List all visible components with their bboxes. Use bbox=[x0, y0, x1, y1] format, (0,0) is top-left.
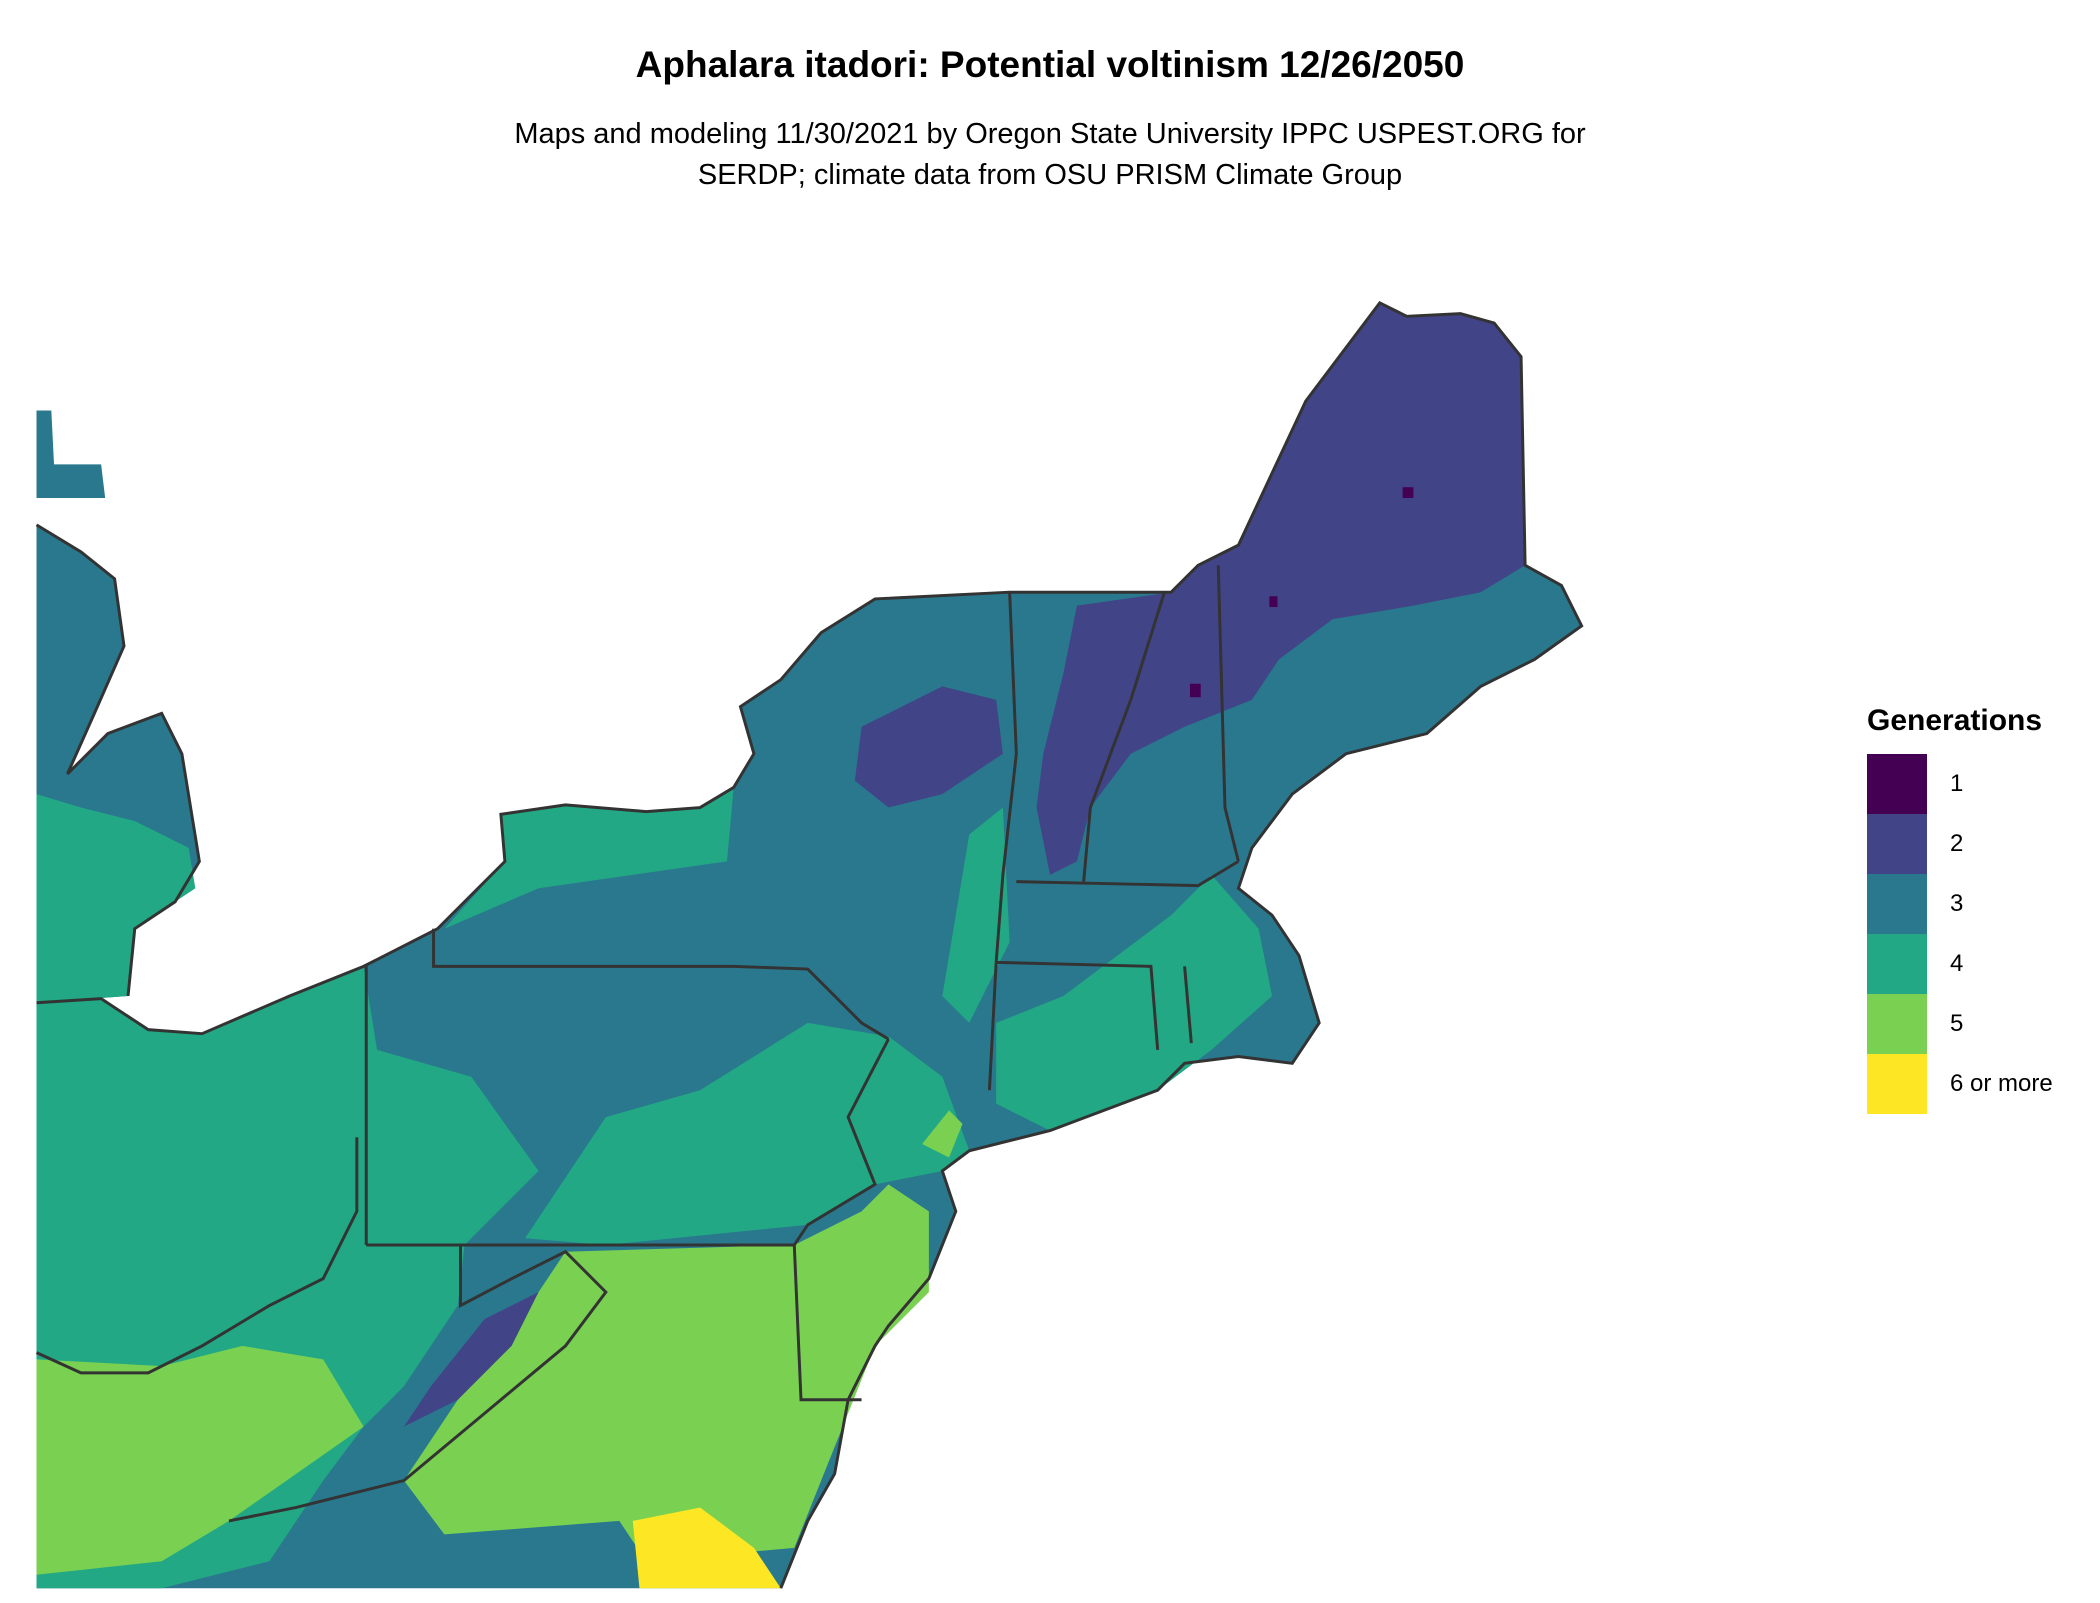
region-wv-ridge-purple bbox=[403, 1292, 539, 1427]
legend-swatch bbox=[1867, 754, 1927, 814]
legend-item: 2 bbox=[1867, 814, 2053, 874]
border-nh-me bbox=[1216, 565, 1240, 862]
border-nj-pa bbox=[793, 1038, 890, 1246]
legend-label: 1 bbox=[1950, 770, 1964, 797]
region-southern-new-england-green bbox=[996, 874, 1273, 1131]
legend-item: 1 bbox=[1867, 754, 2053, 814]
legend: Generations 1 2 3 4 5 6 or more bbox=[1867, 704, 2053, 1114]
border-ma-north bbox=[1016, 860, 1240, 888]
region-michigan-south-green bbox=[36, 794, 196, 1003]
legend-item: 5 bbox=[1867, 994, 2053, 1054]
border-ny-pa bbox=[432, 928, 890, 1041]
legend-label: 6 or more bbox=[1950, 1070, 2053, 1097]
coastline bbox=[36, 300, 1584, 1589]
border-vt-ny bbox=[994, 592, 1018, 963]
region-maine-nh-purple bbox=[1036, 302, 1526, 875]
legend-swatch bbox=[1867, 1054, 1927, 1114]
region-michigan-upper bbox=[36, 410, 106, 498]
legend-item: 4 bbox=[1867, 934, 2053, 994]
legend-swatch bbox=[1867, 814, 1927, 874]
border-ohio-river bbox=[35, 1137, 359, 1375]
border-ma-south bbox=[996, 960, 1160, 1050]
map-title: Aphalara itadori: Potential voltinism 12… bbox=[635, 44, 1465, 85]
legend-swatch bbox=[1867, 874, 1927, 934]
region-1-gen-spot bbox=[1269, 596, 1278, 608]
border-ri bbox=[1183, 966, 1193, 1044]
legend-label: 2 bbox=[1950, 830, 1964, 857]
map-subtitle-line-1: Maps and modeling 11/30/2021 by Oregon S… bbox=[514, 118, 1586, 150]
legend-items: 1 2 3 4 5 6 or more bbox=[1867, 754, 2053, 1114]
region-ny-lakeplain-green bbox=[444, 787, 734, 929]
region-1-gen-spot bbox=[1402, 487, 1414, 498]
region-mid-atlantic-green bbox=[403, 1184, 929, 1562]
map-subtitle-line-2: SERDP; climate data from OSU PRISM Clima… bbox=[697, 159, 1403, 191]
legend-label: 4 bbox=[1950, 950, 1964, 977]
region-kentucky-green bbox=[36, 1345, 364, 1575]
legend-item: 6 or more bbox=[1867, 1054, 2053, 1114]
legend-title: Generations bbox=[1867, 704, 2043, 737]
region-1-gen-spot bbox=[1189, 683, 1201, 698]
legend-swatch bbox=[1867, 934, 1927, 994]
region-nyc-green bbox=[922, 1110, 963, 1158]
border-wv-va bbox=[228, 1244, 608, 1523]
region-tidewater-yellow bbox=[632, 1507, 781, 1589]
legend-item: 3 bbox=[1867, 874, 2053, 934]
legend-swatch bbox=[1867, 994, 1927, 1054]
legend-label: 3 bbox=[1950, 890, 1964, 917]
state-borders bbox=[35, 300, 1584, 1589]
border-de-md bbox=[792, 1244, 862, 1402]
region-pa-east-green bbox=[525, 1022, 970, 1245]
border-ny-ct bbox=[987, 962, 998, 1091]
region-adirondacks-purple bbox=[854, 686, 1003, 808]
region-hudson-valley-green bbox=[942, 807, 1010, 1023]
border-vt-nh bbox=[1082, 591, 1166, 882]
coastline-michigan bbox=[35, 523, 201, 997]
legend-label: 5 bbox=[1950, 1010, 1964, 1037]
